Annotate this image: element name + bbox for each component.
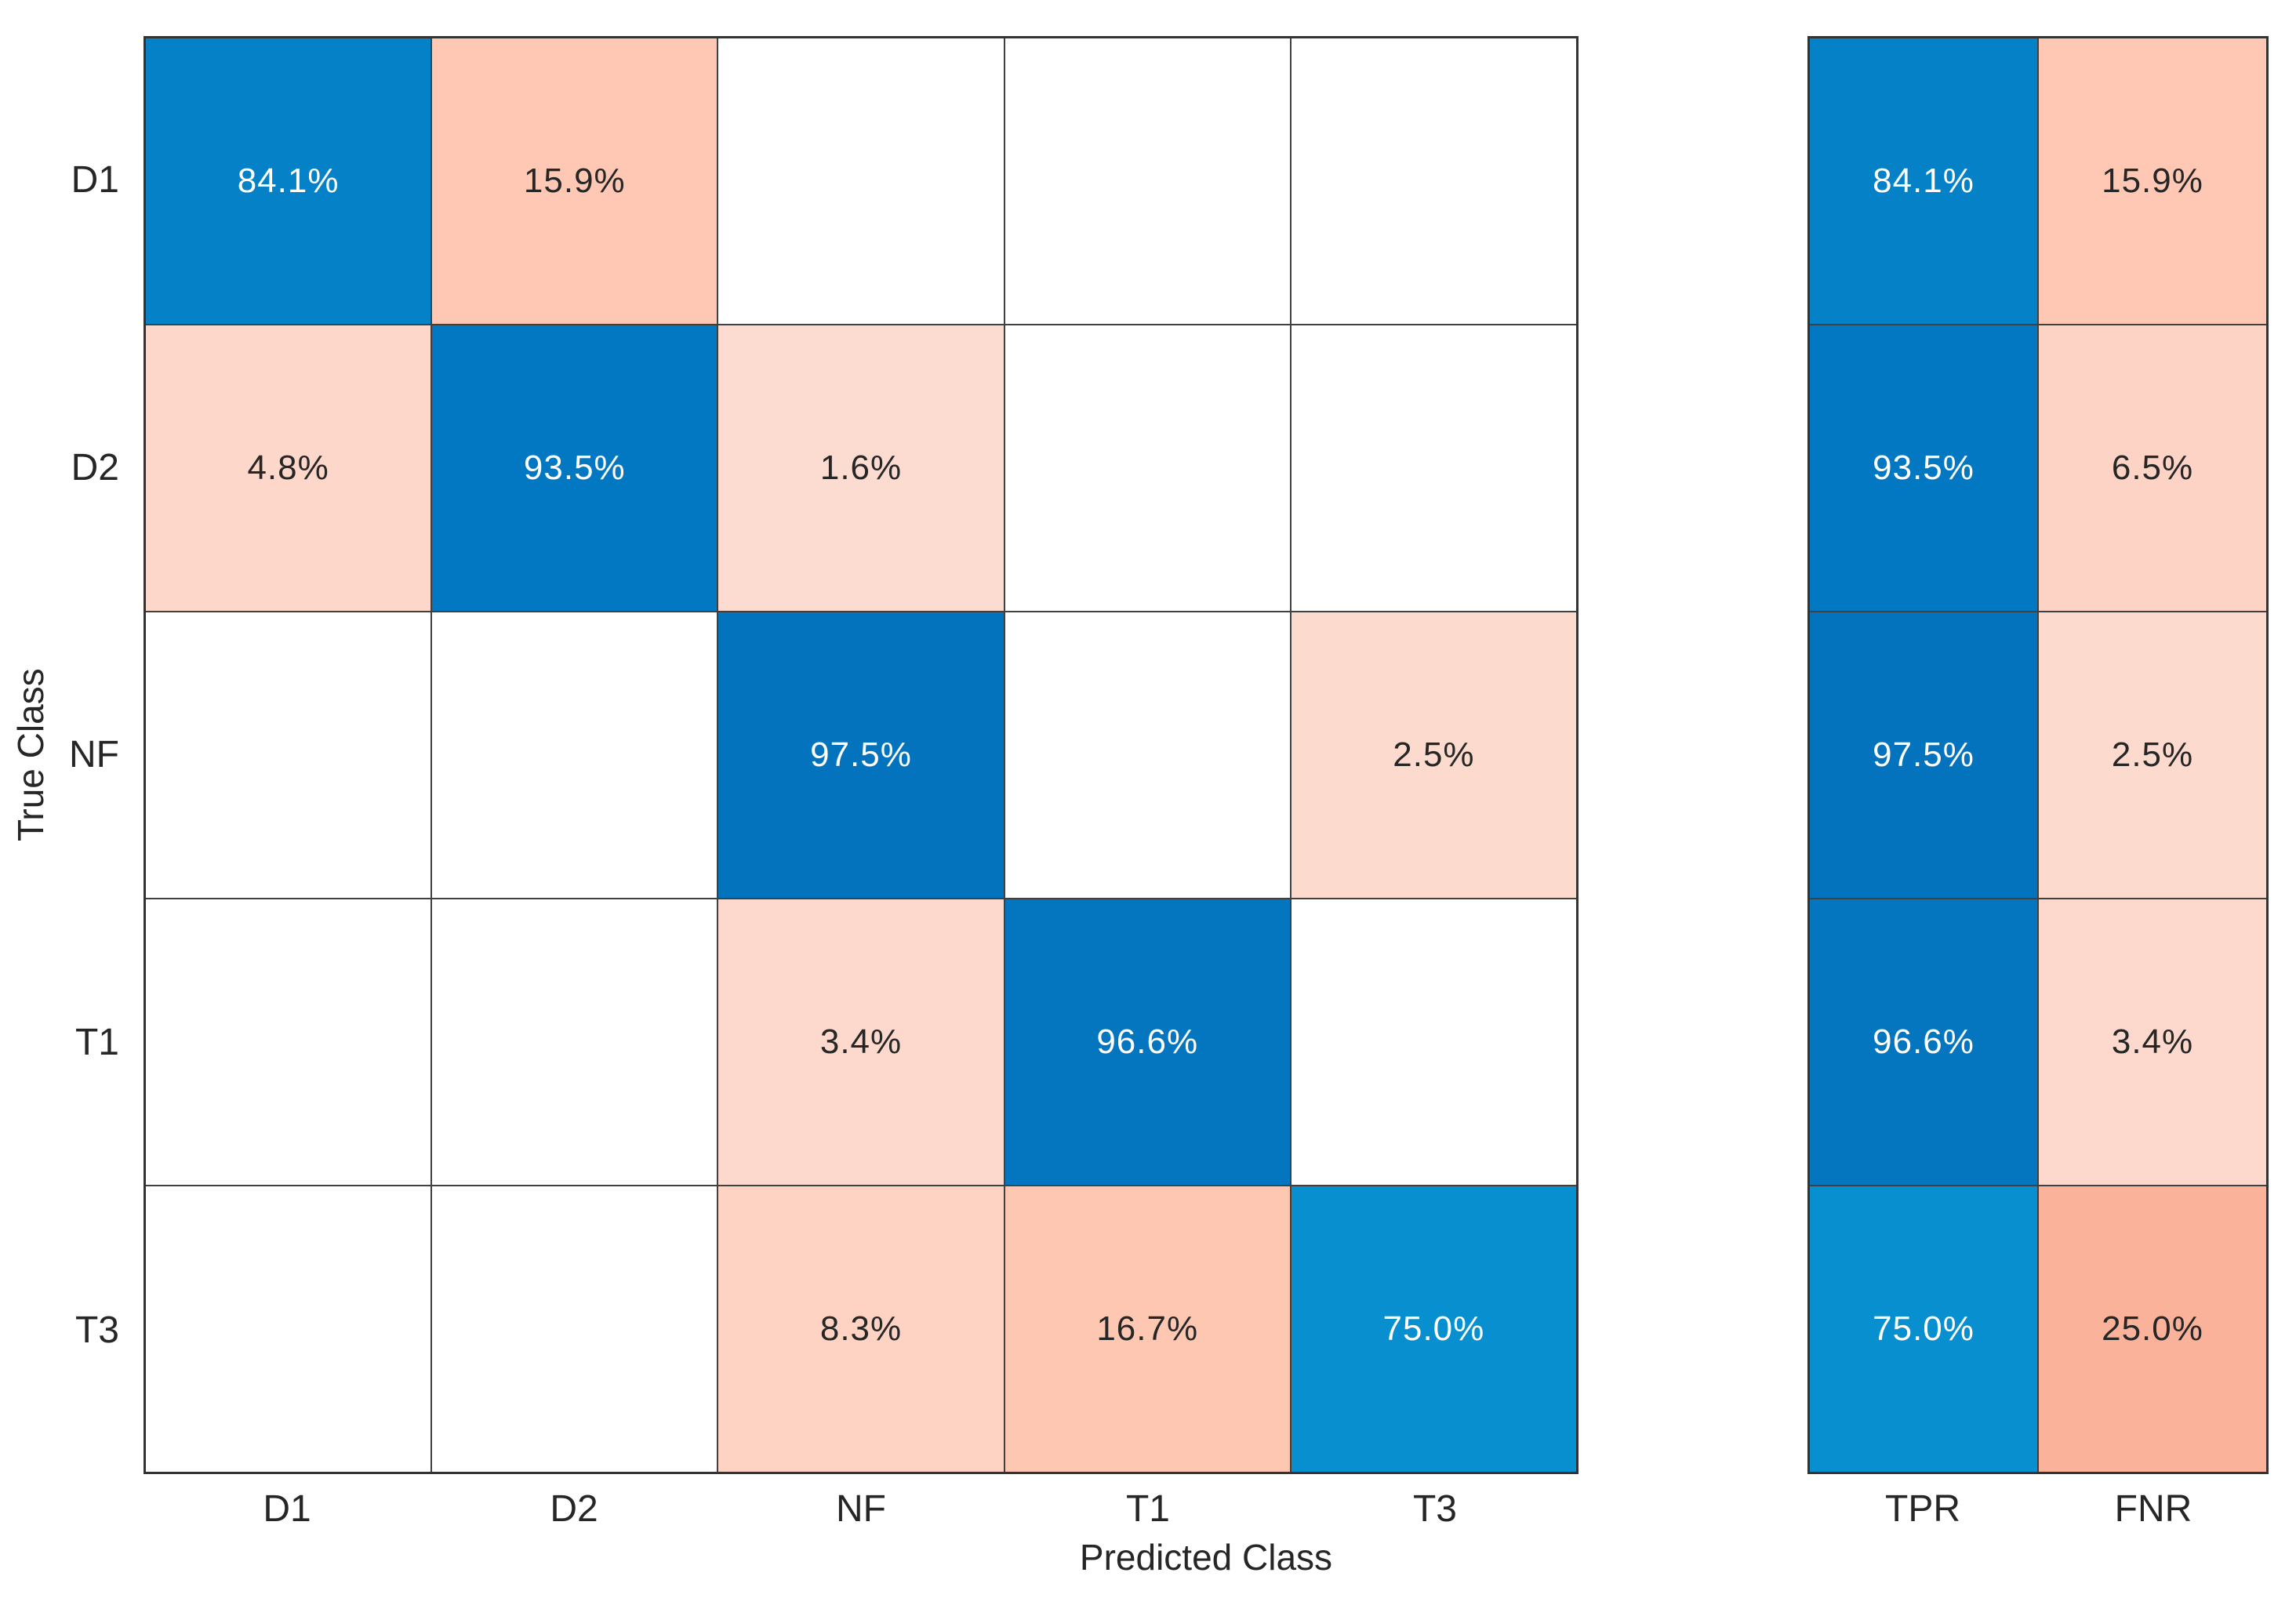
summary-cell: 93.5% [1810,325,2037,611]
predicted-class-tick-labels: D1 D2 NF T1 T3 [144,1484,1578,1534]
summary-cell: 75.0% [1810,1186,2037,1472]
matrix-cell: 8.3% [718,1186,1004,1472]
matrix-cell: 2.5% [1291,612,1576,898]
true-class-tick-labels: D1 D2 NF T1 T3 [0,36,132,1474]
confusion-matrix-grid: 84.1% 15.9% 4.8% 93.5% 1.6% 97.5% 2.5% 3.4% 96.6… [144,36,1578,1474]
matrix-cell: 16.7% [1004,1186,1290,1472]
row-tick-label: D2 [71,446,119,488]
col-tick-label: T1 [1125,1487,1170,1530]
matrix-cell [1004,325,1290,611]
matrix-cell: 1.6% [718,325,1004,611]
matrix-cell [1291,38,1576,324]
matrix-cell [1004,612,1290,898]
col-tick-label: T3 [1412,1487,1457,1530]
summary-tick-labels: TPR FNR [1807,1484,2269,1534]
col-tick-label: NF [836,1487,886,1530]
summary-col-tick-label: TPR [1885,1487,1960,1530]
summary-cell: 97.5% [1810,612,2037,898]
summary-cell: 3.4% [2039,899,2266,1185]
summary-col-tick-label: FNR [2114,1487,2192,1530]
matrix-cell [146,899,431,1185]
matrix-cell [718,38,1004,324]
matrix-cell: 93.5% [432,325,718,611]
summary-cell: 25.0% [2039,1186,2266,1472]
matrix-cell [1291,899,1576,1185]
matrix-cell: 15.9% [432,38,718,324]
summary-cell: 6.5% [2039,325,2266,611]
matrix-cell: 75.0% [1291,1186,1576,1472]
matrix-cell [146,1186,431,1472]
matrix-cell: 3.4% [718,899,1004,1185]
summary-cell: 96.6% [1810,899,2037,1185]
row-tick-label: T1 [74,1022,119,1064]
summary-cell: 15.9% [2039,38,2266,324]
summary-cell: 2.5% [2039,612,2266,898]
matrix-cell: 97.5% [718,612,1004,898]
matrix-cell [1291,325,1576,611]
matrix-cell [432,899,718,1185]
matrix-cell [432,1186,718,1472]
row-tick-label: T3 [74,1309,119,1352]
matrix-cell: 84.1% [146,38,431,324]
x-axis-label: Predicted Class [1079,1537,1333,1578]
row-summary-grid: 84.1% 15.9% 93.5% 6.5% 97.5% 2.5% 96.6% 3.4% 75.… [1807,36,2269,1474]
matrix-cell: 96.6% [1004,899,1290,1185]
row-tick-label: D1 [71,158,119,201]
col-tick-label: D1 [263,1487,311,1530]
matrix-cell [146,612,431,898]
col-tick-label: D2 [550,1487,598,1530]
matrix-cell [432,612,718,898]
row-tick-label: NF [69,734,119,776]
matrix-cell: 4.8% [146,325,431,611]
matrix-cell [1004,38,1290,324]
summary-cell: 84.1% [1810,38,2037,324]
